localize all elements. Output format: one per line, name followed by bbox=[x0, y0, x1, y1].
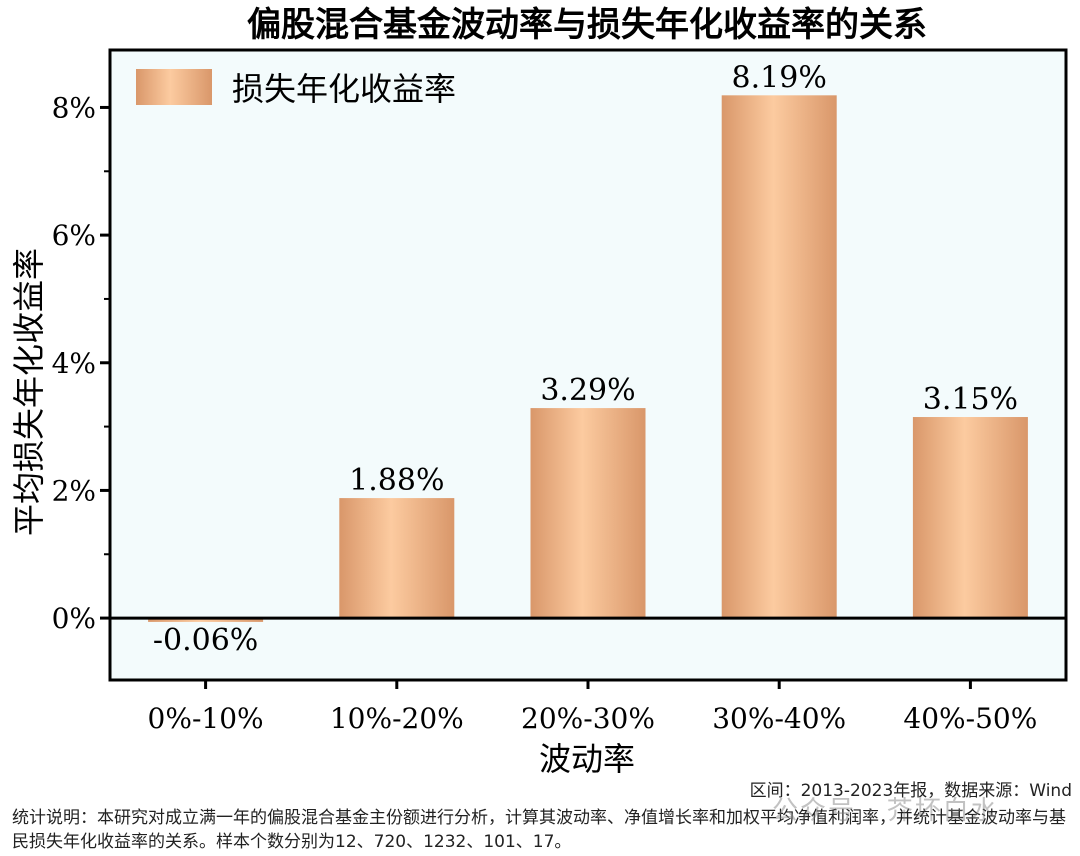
y-tick-label: 8% bbox=[52, 91, 96, 124]
bar bbox=[339, 498, 455, 619]
x-tick-label: 10%-20% bbox=[330, 702, 464, 735]
y-tick-label: 6% bbox=[52, 219, 96, 252]
bars-layer bbox=[148, 95, 1028, 622]
data-label: -0.06% bbox=[153, 623, 258, 658]
data-label: 1.88% bbox=[349, 463, 444, 498]
bar bbox=[530, 408, 646, 619]
x-tick-label: 40%-50% bbox=[903, 702, 1037, 735]
data-label: 8.19% bbox=[732, 60, 827, 95]
y-tick-label: 0% bbox=[52, 602, 96, 635]
y-tick-label: 2% bbox=[52, 474, 96, 507]
watermark: 公众号 · 芥坏白水 bbox=[772, 796, 999, 826]
data-label: 3.29% bbox=[540, 373, 635, 408]
legend: 损失年化收益率 bbox=[136, 69, 456, 108]
x-tick-label: 0%-10% bbox=[148, 702, 264, 735]
legend-swatch bbox=[136, 69, 212, 105]
x-tick-label: 30%-40% bbox=[712, 702, 846, 735]
legend-label: 损失年化收益率 bbox=[232, 70, 456, 108]
data-labels-layer: -0.06% 1.88% 3.29% 8.19% 3.15% bbox=[153, 60, 1018, 658]
footer-range-source: 区间：2013-2023年报，数据来源：Wind bbox=[749, 781, 1072, 801]
bar bbox=[721, 95, 837, 619]
x-tick-label: 20%-30% bbox=[521, 702, 655, 735]
x-axis-label: 波动率 bbox=[539, 740, 635, 778]
chart-title: 偏股混合基金波动率与损失年化收益率的关系 bbox=[247, 5, 927, 45]
y-axis-label: 平均损失年化收益率 bbox=[10, 248, 48, 536]
bar bbox=[148, 618, 264, 622]
bar bbox=[912, 417, 1028, 619]
data-label: 3.15% bbox=[923, 382, 1018, 417]
y-axis: 0% 2% 4% 6% 8% bbox=[52, 91, 110, 635]
footer-note: 统计说明：本研究对成立满一年的偏股混合基金主份额进行分析，计算其波动率、净值增长… bbox=[12, 808, 1066, 852]
y-tick-label: 4% bbox=[52, 347, 96, 380]
x-axis: 0%-10% 10%-20% 20%-30% 30%-40% 40%-50% bbox=[148, 680, 1037, 735]
